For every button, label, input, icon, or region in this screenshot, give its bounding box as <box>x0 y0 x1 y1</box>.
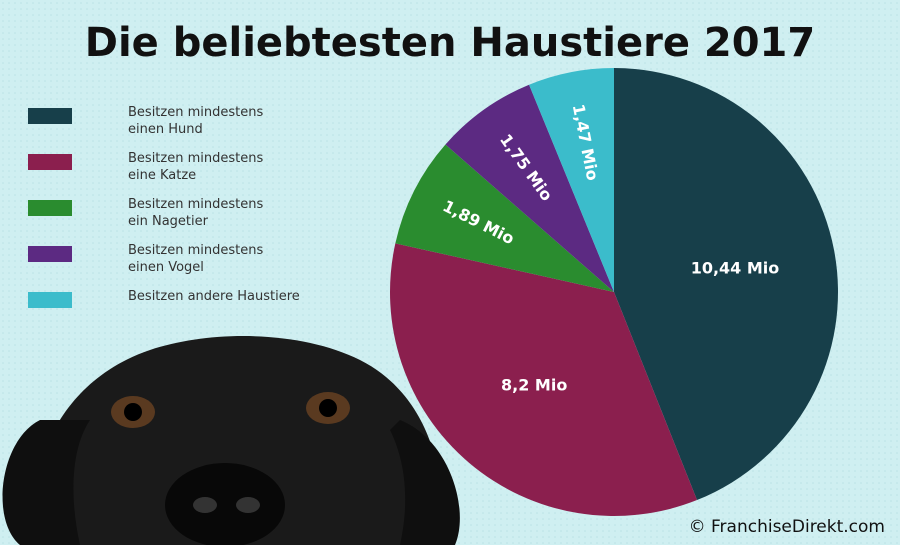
legend-label: Besitzen andere Haustiere <box>128 289 300 304</box>
legend-label: Besitzen mindestens ein Nagetier <box>128 197 264 229</box>
legend-item: Besitzen mindestens eine Katze <box>28 150 328 196</box>
source: © FranchiseDirekt.com <box>689 517 885 537</box>
pie-slice <box>529 68 614 292</box>
legend-swatch <box>28 200 72 216</box>
legend-item: Besitzen mindestens einen Hund <box>28 104 328 150</box>
legend-swatch <box>28 292 72 308</box>
legend-item: Besitzen andere Haustiere <box>28 288 328 334</box>
pie-slice <box>614 68 839 501</box>
legend-swatch <box>28 154 72 170</box>
chart-title: Die beliebtesten Haustiere 2017 <box>85 20 815 66</box>
dog-photo <box>2 336 460 545</box>
pie-slice <box>390 243 698 517</box>
legend: Besitzen mindestens einen Hund Besitzen m… <box>28 104 328 334</box>
legend-label: Besitzen mindestens einen Hund <box>128 105 264 137</box>
legend-label: Besitzen mindestens eine Katze <box>128 151 264 183</box>
data-label: 10,44 Mio <box>691 258 780 277</box>
pie-slice <box>395 144 614 292</box>
data-label: 8,2 Mio <box>501 375 567 394</box>
legend-label: Besitzen mindestens einen Vogel <box>128 243 264 275</box>
legend-item: Besitzen mindestens einen Vogel <box>28 242 328 288</box>
legend-item: Besitzen mindestens ein Nagetier <box>28 196 328 242</box>
legend-swatch <box>28 246 72 262</box>
pie-slice <box>445 84 614 292</box>
legend-swatch <box>28 108 72 124</box>
